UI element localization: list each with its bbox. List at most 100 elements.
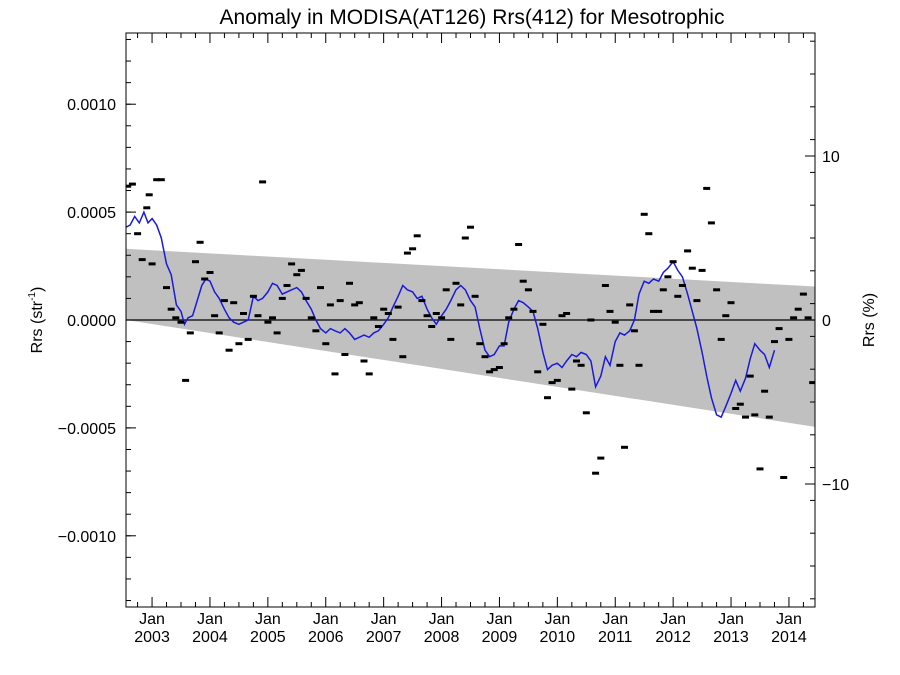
scatter-point <box>640 212 648 216</box>
scatter-points-layer <box>126 178 815 479</box>
scatter-point <box>211 314 219 318</box>
scatter-point <box>587 318 595 322</box>
left-tick-label: 0.0000 <box>67 313 116 330</box>
scatter-point <box>201 277 209 281</box>
scatter-point <box>736 402 744 406</box>
scatter-point <box>297 268 305 272</box>
left-y-axis: 0.0010 0.0005 0.0000 −0.0005 −0.0010 <box>58 38 136 602</box>
scatter-point <box>273 331 281 335</box>
scatter-point <box>601 284 609 287</box>
left-tick-label: −0.0010 <box>58 529 116 546</box>
scatter-point <box>756 467 764 471</box>
scatter-point <box>442 288 450 292</box>
x-tick-label-month: Jan <box>544 611 570 628</box>
scatter-point <box>312 329 320 333</box>
scatter-point <box>486 370 494 374</box>
scatter-point <box>389 337 397 341</box>
scatter-point <box>145 193 153 197</box>
scatter-point <box>380 307 388 311</box>
scatter-point <box>225 348 233 352</box>
scatter-point <box>775 327 783 331</box>
scatter-point <box>317 286 324 290</box>
scatter-point <box>196 240 204 244</box>
scatter-point <box>746 374 754 378</box>
scatter-point <box>732 407 740 410</box>
scatter-point <box>157 178 165 182</box>
scatter-point <box>558 314 566 318</box>
scatter-point <box>423 314 431 318</box>
scatter-point <box>548 381 556 385</box>
scatter-point <box>418 299 426 303</box>
scatter-point <box>771 340 778 344</box>
scatter-point <box>490 368 498 372</box>
scatter-point <box>307 316 315 320</box>
scatter-point <box>659 288 667 292</box>
scatter-point <box>240 312 247 315</box>
scatter-point <box>553 378 561 382</box>
scatter-point <box>206 271 214 274</box>
scatter-point <box>809 381 815 385</box>
scatter-point <box>577 363 585 367</box>
scatter-point <box>215 331 223 335</box>
scatter-point <box>452 281 460 285</box>
scatter-point <box>413 234 421 238</box>
scatter-point <box>409 247 417 251</box>
scatter-point <box>597 456 605 460</box>
x-tick-label-year: 2004 <box>192 629 228 646</box>
x-tick-label-year: 2012 <box>655 629 691 646</box>
scatter-point <box>669 260 677 264</box>
scatter-point <box>399 355 407 359</box>
scatter-point <box>524 288 532 292</box>
scatter-point <box>322 342 330 346</box>
scatter-point <box>799 292 807 296</box>
scatter-point <box>336 299 344 303</box>
scatter-point <box>539 322 547 326</box>
scatter-point <box>432 312 440 315</box>
x-tick-label-month: Jan <box>139 611 165 628</box>
scatter-point <box>230 301 238 305</box>
x-tick-label-year: 2008 <box>424 629 460 646</box>
scatter-point <box>331 372 339 376</box>
scatter-point <box>461 236 469 240</box>
scatter-point <box>167 307 175 311</box>
scatter-point <box>742 415 749 419</box>
scatter-point <box>447 337 455 341</box>
x-tick-label-month: Jan <box>776 611 802 628</box>
x-tick-label-year: 2006 <box>308 629 344 646</box>
scatter-point <box>515 243 523 246</box>
scatter-point <box>510 307 518 311</box>
scatter-point <box>684 249 692 253</box>
x-tick-label-month: Jan <box>718 611 744 628</box>
scatter-point <box>264 320 272 324</box>
scatter-point <box>365 372 373 376</box>
scatter-point <box>360 359 368 363</box>
scatter-point <box>751 413 759 417</box>
scatter-point <box>713 288 721 292</box>
x-tick-label-year: 2013 <box>713 629 749 646</box>
scatter-point <box>626 303 634 307</box>
x-tick-label-month: Jan <box>313 611 339 628</box>
scatter-point <box>471 294 479 298</box>
scatter-point <box>780 476 788 479</box>
scatter-point <box>370 316 378 320</box>
scatter-point <box>727 301 735 305</box>
scatter-point <box>635 363 643 367</box>
scatter-point <box>476 342 484 346</box>
confidence-band-layer <box>126 248 815 427</box>
scatter-point <box>126 184 132 188</box>
scatter-point <box>785 337 793 341</box>
scatter-point <box>674 294 682 298</box>
right-y-axis: 10 0 −10 <box>805 40 849 600</box>
scatter-point <box>153 178 161 182</box>
scatter-point <box>544 396 551 400</box>
scatter-point <box>616 363 624 367</box>
scatter-point <box>288 262 296 266</box>
scatter-point <box>765 415 773 419</box>
scatter-point <box>582 411 590 415</box>
scatter-point <box>655 309 663 313</box>
scatter-point <box>678 284 686 287</box>
x-axis: Jan2003Jan2004Jan2005Jan2006Jan2007Jan20… <box>134 33 807 646</box>
plot-area <box>125 32 816 608</box>
scatter-point <box>534 370 542 374</box>
